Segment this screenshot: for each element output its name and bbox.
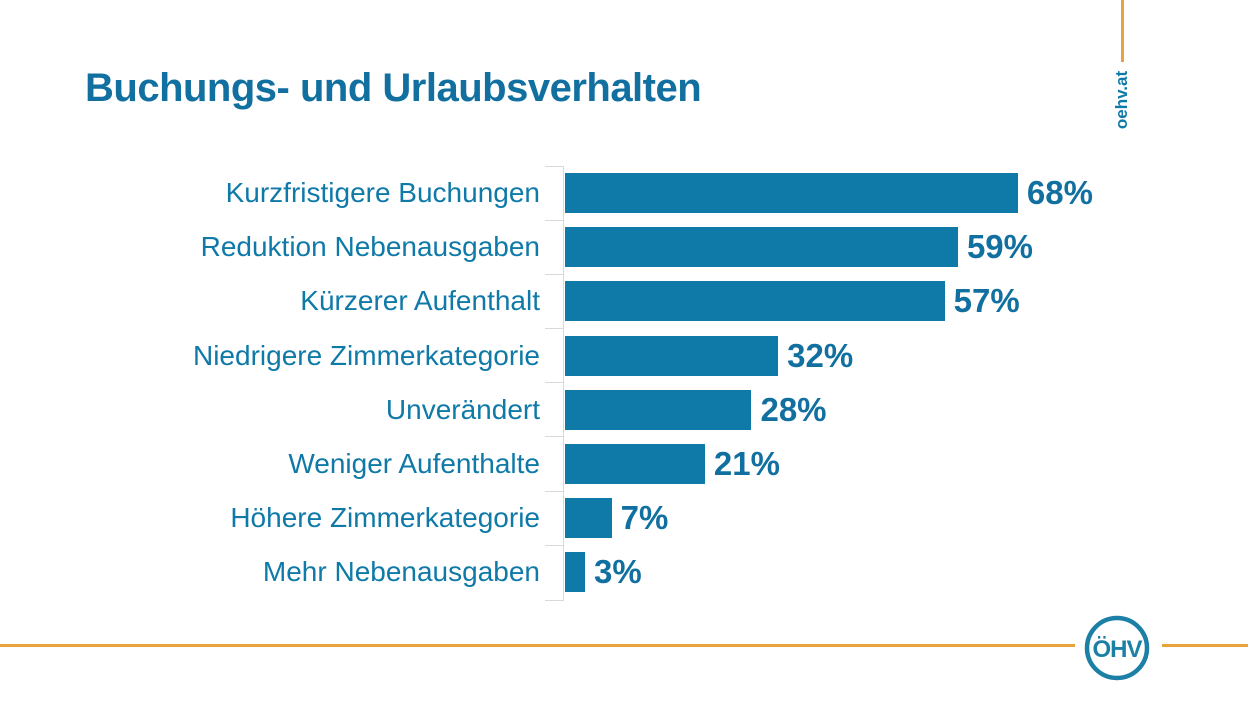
page-title: Buchungs- und Urlaubsverhalten bbox=[85, 66, 702, 110]
chart-row: Reduktion Nebenausgaben 59% bbox=[85, 219, 1235, 274]
bar-value-label: 57% bbox=[953, 282, 1020, 320]
axis-tick bbox=[545, 165, 563, 167]
axis-tick bbox=[545, 328, 563, 330]
bar-chart: Kurzfristigere Buchungen 68% Reduktion N… bbox=[85, 165, 1235, 602]
bar bbox=[565, 227, 958, 268]
oehv-logo-text: ÖHV bbox=[1092, 636, 1142, 663]
bottom-rule-right bbox=[1162, 644, 1248, 647]
bar-cell: 59% bbox=[565, 220, 1235, 274]
bar-cell: 32% bbox=[565, 329, 1235, 383]
bar-cell: 68% bbox=[565, 166, 1235, 220]
watermark-oehv-at: oehv.at bbox=[1112, 70, 1131, 130]
bar-value-label: 68% bbox=[1026, 174, 1093, 212]
bar-cell: 3% bbox=[565, 545, 1235, 599]
bar-cell: 7% bbox=[565, 491, 1235, 545]
chart-axis-line bbox=[563, 166, 564, 601]
bottom-rule-left bbox=[0, 644, 1075, 647]
bar-value-label: 59% bbox=[966, 228, 1033, 266]
bar bbox=[565, 444, 705, 485]
chart-row: Mehr Nebenausgaben 3% bbox=[85, 544, 1235, 599]
bar bbox=[565, 281, 945, 322]
bar bbox=[565, 335, 779, 376]
bar bbox=[565, 498, 612, 539]
bar-value-label: 21% bbox=[713, 445, 780, 483]
category-label: Höhere Zimmerkategorie bbox=[230, 502, 540, 534]
category-label: Reduktion Nebenausgaben bbox=[200, 231, 540, 263]
category-label: Niedrigere Zimmerkategorie bbox=[192, 339, 540, 371]
bar-value-label: 28% bbox=[760, 390, 827, 428]
bar bbox=[565, 552, 585, 593]
bar-value-label: 7% bbox=[620, 499, 669, 537]
top-accent-line bbox=[1121, 0, 1124, 62]
bar-value-label: 3% bbox=[593, 553, 642, 591]
axis-tick bbox=[545, 273, 563, 275]
bar-cell: 21% bbox=[565, 437, 1235, 491]
axis-tick bbox=[545, 436, 563, 438]
bar-cell: 28% bbox=[565, 383, 1235, 437]
axis-tick bbox=[545, 490, 563, 492]
category-label: Kürzerer Aufenthalt bbox=[300, 285, 540, 317]
chart-row: Höhere Zimmerkategorie 7% bbox=[85, 490, 1235, 545]
chart-row: Kürzerer Aufenthalt 57% bbox=[85, 273, 1235, 328]
axis-tick bbox=[545, 219, 563, 221]
axis-tick bbox=[545, 600, 563, 601]
bar-value-label: 32% bbox=[787, 336, 854, 374]
bar bbox=[565, 389, 752, 430]
category-label: Unverändert bbox=[385, 393, 540, 425]
chart-row: Kurzfristigere Buchungen 68% bbox=[85, 165, 1235, 220]
chart-row: Unverändert 28% bbox=[85, 382, 1235, 437]
chart-row: Weniger Aufenthalte 21% bbox=[85, 436, 1235, 491]
axis-tick bbox=[545, 382, 563, 384]
axis-tick bbox=[545, 544, 563, 546]
bar-cell: 57% bbox=[565, 274, 1235, 328]
oehv-logo-ring bbox=[1084, 615, 1150, 681]
chart-rows: Kurzfristigere Buchungen 68% Reduktion N… bbox=[85, 165, 1235, 600]
bar bbox=[565, 173, 1018, 214]
category-label: Weniger Aufenthalte bbox=[288, 448, 540, 480]
oehv-logo: ÖHV bbox=[1084, 615, 1150, 681]
category-label: Mehr Nebenausgaben bbox=[262, 556, 540, 588]
category-label: Kurzfristigere Buchungen bbox=[225, 177, 540, 209]
chart-row: Niedrigere Zimmerkategorie 32% bbox=[85, 328, 1235, 383]
